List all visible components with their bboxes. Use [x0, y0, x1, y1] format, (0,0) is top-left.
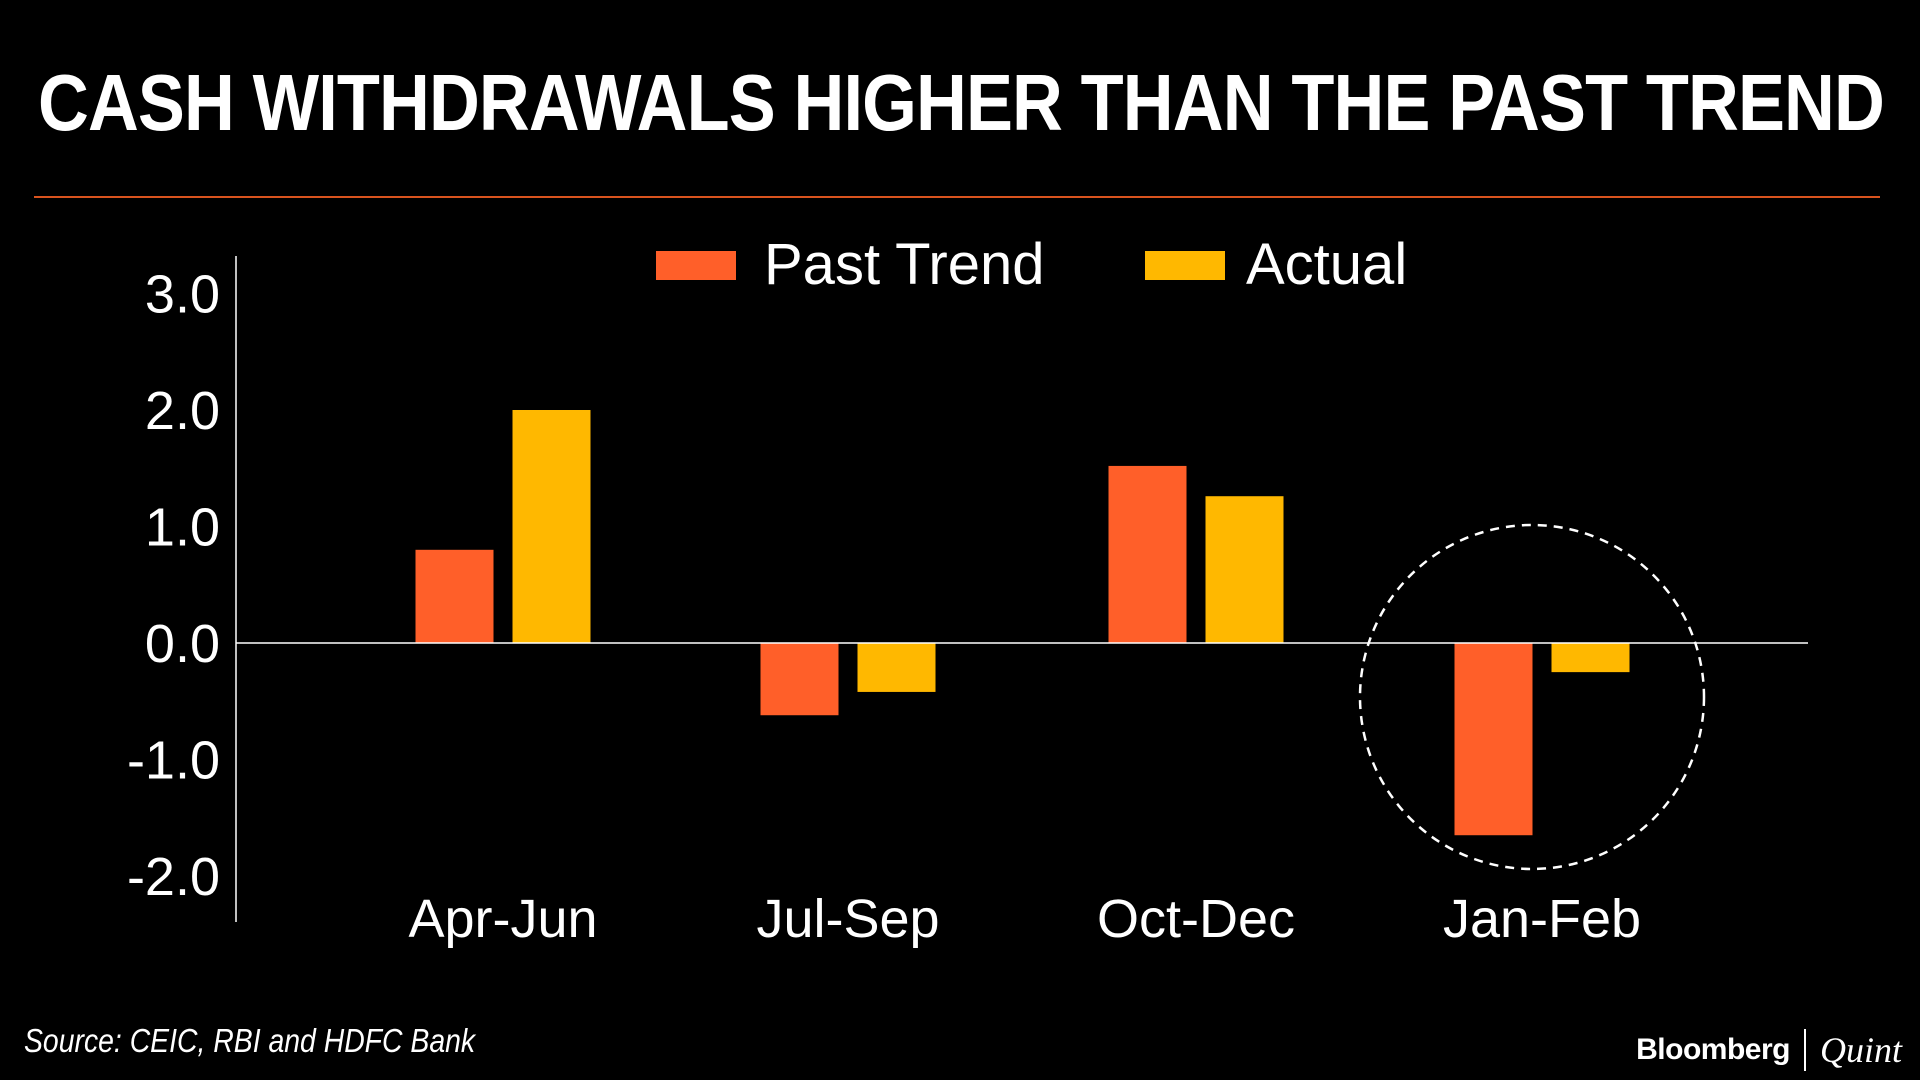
brand-logo: Bloomberg Quint: [1636, 1026, 1902, 1074]
highlight-circle: [1358, 523, 1706, 871]
brand-separator: [1803, 1029, 1806, 1071]
legend-label-actual: Actual: [1246, 232, 1407, 297]
bar-actual-apr-jun: [512, 410, 591, 643]
source-note: Source: CEIC, RBI and HDFC Bank: [24, 1022, 476, 1059]
y-tick-label: -2.0: [127, 847, 220, 907]
bar-past-trend-oct-dec: [1108, 465, 1187, 643]
bar-past-trend-apr-jun: [415, 549, 494, 643]
x-tick-label: Jul-Sep: [756, 889, 939, 949]
y-tick-label: 3.0: [145, 265, 220, 325]
y-tick-label: 0.0: [145, 614, 220, 674]
bar-past-trend-jan-feb: [1454, 643, 1533, 836]
legend-swatch-actual: [1145, 251, 1225, 280]
brand-bloomberg: Bloomberg: [1636, 1033, 1790, 1066]
bar-actual-jan-feb: [1551, 643, 1630, 673]
title-divider: [34, 196, 1880, 198]
brand-quint: Quint: [1819, 1030, 1902, 1070]
legend-swatch-past-trend: [656, 251, 736, 280]
x-tick-label: Oct-Dec: [1097, 889, 1295, 949]
x-tick-label: Apr-Jun: [408, 889, 597, 949]
legend-label-past-trend: Past Trend: [764, 232, 1044, 297]
bar-actual-jul-sep: [857, 643, 936, 692]
y-tick-label: -1.0: [127, 731, 220, 791]
bar-past-trend-jul-sep: [760, 643, 839, 716]
y-tick-label: 1.0: [145, 498, 220, 558]
bar-actual-oct-dec: [1205, 496, 1284, 643]
y-tick-label: 2.0: [145, 381, 220, 441]
x-tick-label: Jan-Feb: [1443, 889, 1641, 949]
chart-title: CASH WITHDRAWALS HIGHER THAN THE PAST TR…: [38, 58, 1885, 147]
